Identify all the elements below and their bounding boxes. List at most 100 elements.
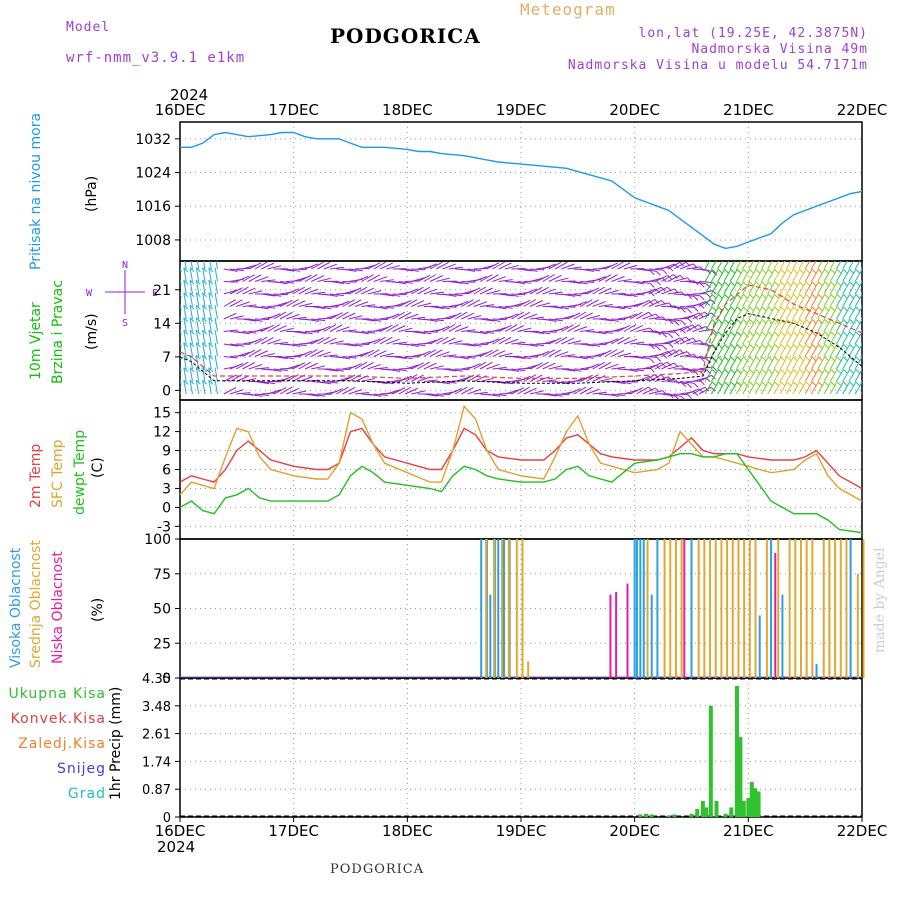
wind-barb xyxy=(698,374,712,382)
wind-barb-flag xyxy=(868,382,872,386)
wind-barb-flag xyxy=(730,306,736,312)
wind-barb xyxy=(229,363,244,370)
wind-barb xyxy=(648,331,663,334)
wind-barb xyxy=(680,314,694,320)
wind-barb xyxy=(202,342,206,357)
wind-barb-flag xyxy=(730,381,736,387)
y-tick-label: 2.61 xyxy=(142,728,171,743)
wind-barb xyxy=(404,268,419,272)
wind-barb-flag xyxy=(749,331,755,337)
wind-barb xyxy=(461,299,474,307)
wind-barb xyxy=(504,389,519,395)
wind-barb xyxy=(561,337,575,345)
wind-barb-flag xyxy=(818,319,823,324)
wind-barb-flag xyxy=(656,356,661,362)
wind-barb xyxy=(223,374,237,382)
wind-barb xyxy=(242,304,257,307)
wind-barb xyxy=(692,377,707,382)
wind-barb xyxy=(267,293,282,297)
wind-barb xyxy=(680,368,695,372)
wind-barb xyxy=(236,275,250,282)
wind-barb xyxy=(823,369,832,382)
wind-barb xyxy=(829,331,838,345)
wind-barb xyxy=(473,301,488,307)
wind-barb xyxy=(202,305,206,320)
wind-barb xyxy=(329,266,344,270)
page-title: PODGORICA xyxy=(330,24,481,48)
wind-barb xyxy=(411,286,424,295)
wind-barb xyxy=(367,349,380,357)
wind-barb xyxy=(779,344,788,357)
wind-barb xyxy=(379,336,393,345)
x-tick-label-top: 18DEC xyxy=(382,101,433,119)
wind-barb xyxy=(785,369,794,382)
wind-barb xyxy=(680,293,695,297)
x-tick-label-top: 19DEC xyxy=(496,101,547,119)
wind-barb xyxy=(373,381,388,385)
wind-barb xyxy=(580,268,594,272)
wind-barb xyxy=(279,299,293,307)
wind-barb xyxy=(617,293,632,297)
wind-barb xyxy=(195,342,200,357)
wind-barb xyxy=(202,330,206,345)
wind-barb xyxy=(505,293,519,297)
wind-barb-flag xyxy=(805,356,811,362)
wind-barb-flag xyxy=(761,269,767,274)
wind-barb xyxy=(189,292,193,307)
wind-barb xyxy=(542,393,557,397)
wind-barb xyxy=(208,305,212,320)
wind-barb xyxy=(835,369,844,382)
wind-barb xyxy=(804,306,813,320)
wind-barb xyxy=(698,268,713,272)
wind-barb xyxy=(542,362,556,370)
wind-barb xyxy=(604,289,619,295)
wind-barb xyxy=(848,381,857,395)
wind-barb-flag xyxy=(749,269,755,274)
wind-barb-flag xyxy=(761,344,767,349)
compass-label: E xyxy=(152,288,158,299)
wind-barb xyxy=(304,349,318,357)
wind-barb xyxy=(779,369,788,382)
wind-barb xyxy=(648,374,662,382)
wind-barb xyxy=(195,367,200,382)
wind-barb xyxy=(223,268,238,272)
wind-barb-flag xyxy=(855,381,861,387)
wind-barb-flag xyxy=(805,331,811,337)
wind-barb xyxy=(279,281,294,284)
wind-barb xyxy=(367,338,381,345)
wind-barb xyxy=(183,292,187,307)
wind-barb-flag xyxy=(774,369,780,374)
wind-barb-flag xyxy=(183,342,189,348)
wind-barb xyxy=(648,343,663,347)
wind-barb xyxy=(336,311,349,320)
wind-barb xyxy=(529,277,544,282)
wind-barb xyxy=(679,337,693,345)
wind-barb xyxy=(742,369,751,382)
wind-barb-flag xyxy=(811,294,817,299)
wind-barb-flag xyxy=(786,331,792,337)
wind-barb xyxy=(311,365,326,370)
wind-barb xyxy=(792,369,801,382)
wind-barb-flag xyxy=(730,319,736,324)
wind-barb-flag xyxy=(687,394,693,400)
x-tick-label-top: 20DEC xyxy=(609,101,660,119)
wind-barb xyxy=(667,261,681,270)
wind-barb-flag xyxy=(780,344,786,349)
wind-barb-flag xyxy=(811,331,817,337)
wind-barb xyxy=(760,356,769,370)
wind-barb-flag xyxy=(648,386,653,392)
wind-barb-flag xyxy=(711,369,717,374)
wind-barb xyxy=(686,293,701,297)
wind-barb-flag xyxy=(202,292,207,298)
wind-barb-flag xyxy=(811,281,817,287)
wind-barb xyxy=(492,276,506,282)
wind-barb xyxy=(792,269,801,282)
wind-barb-flag xyxy=(786,294,792,299)
wind-barb xyxy=(486,363,500,370)
wind-barb-flag xyxy=(780,306,786,312)
wind-barb xyxy=(267,324,280,332)
wind-barb-flag xyxy=(768,369,773,374)
wind-barb-flag xyxy=(799,369,805,374)
wind-barb xyxy=(842,261,848,270)
y-tick-label: 3 xyxy=(162,481,171,497)
